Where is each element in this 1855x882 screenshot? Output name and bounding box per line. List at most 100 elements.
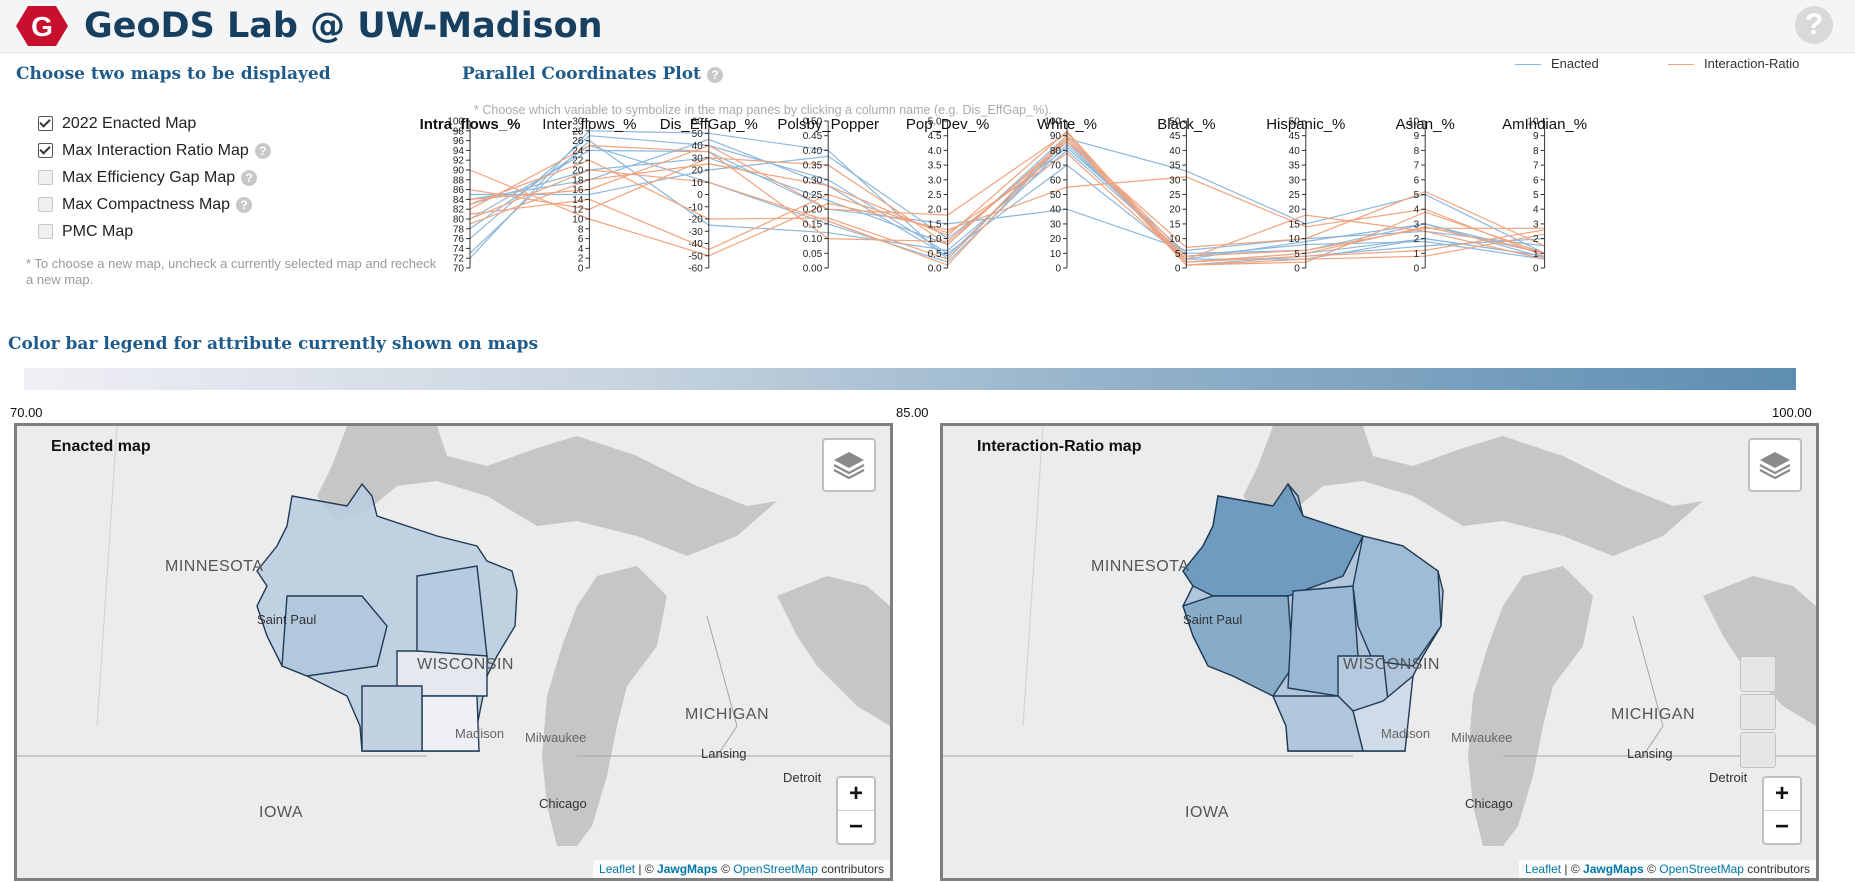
leaflet-link[interactable]: Leaflet	[1525, 862, 1562, 876]
map-option-compactness[interactable]: Max Compactness Map ?	[38, 191, 271, 218]
pcp-tick-label: 4.5	[928, 131, 942, 142]
pcp-tick-label: 0	[578, 264, 584, 275]
jawgmaps-link[interactable]: JawgMaps	[1583, 862, 1644, 876]
question-mark-icon[interactable]: ?	[706, 66, 723, 83]
map-option-efficiency-gap[interactable]: Max Efficiency Gap Map ?	[38, 164, 271, 191]
map-pane-enacted[interactable]: Enacted map MINNESOTA WISCONSIN MICHIGAN…	[14, 423, 893, 881]
pcp-axis-title[interactable]: AmIndian_%	[1502, 116, 1588, 133]
checkbox-unchecked-icon[interactable]	[38, 170, 53, 185]
interaction-district-line[interactable]	[469, 140, 1545, 249]
pcp-tick-label: 0	[697, 190, 703, 201]
pcp-tick-label: 4	[578, 244, 584, 255]
legend-label: Interaction-Ratio	[1704, 56, 1800, 71]
layers-control[interactable]	[1748, 438, 1802, 492]
pcp-tick-label: 14	[572, 195, 584, 206]
pcp-tick-label: 35	[1169, 161, 1181, 172]
pcp-tick-label: 20	[572, 166, 584, 177]
district-layer[interactable]	[943, 426, 1816, 878]
pcp-tick-label: 28	[572, 126, 584, 137]
pcp-tick-label: 50	[692, 129, 704, 140]
circle-target-icon[interactable]	[1740, 694, 1776, 730]
pcp-tick-label: 10	[1169, 234, 1181, 245]
map-option-pmc[interactable]: PMC Map	[38, 218, 271, 245]
zoom-out-button[interactable]: −	[848, 813, 863, 840]
question-mark-icon[interactable]: ?	[254, 142, 271, 159]
pcp-tick-label: 24	[572, 146, 584, 157]
pcp-axis-title[interactable]: Pop_Dev_%	[905, 116, 990, 133]
colorbar-title: Color bar legend for attribute currently…	[8, 334, 539, 354]
map-pane-interaction-ratio[interactable]: Interaction-Ratio map MINNESOTA WISCONSI…	[940, 423, 1819, 881]
pcp-axis-title[interactable]: Polsby_Popper	[777, 116, 880, 133]
leaflet-link[interactable]: Leaflet	[599, 862, 636, 876]
pcp-tick-label: 100	[447, 117, 464, 128]
pcp-tick-label: 82	[453, 205, 465, 216]
openstreetmap-link[interactable]: OpenStreetMap	[1659, 862, 1744, 876]
zoom-out-button[interactable]: −	[1774, 813, 1789, 840]
attribution-sep: | ©	[635, 862, 658, 876]
pcp-tick-label: 0.0	[928, 264, 942, 275]
pcp-tick-label: 76	[453, 234, 465, 245]
pcp-axis-title[interactable]: Inter_flows_%	[542, 116, 637, 133]
pcp-axis-title[interactable]: Dis_EffGap_%	[659, 116, 758, 133]
legend-line-icon	[1515, 64, 1541, 66]
enacted-district-line[interactable]	[469, 130, 1545, 261]
enacted-district-line[interactable]	[469, 143, 1545, 263]
interaction-district-line[interactable]	[469, 169, 1545, 257]
pcp-tick-label: 5	[1414, 190, 1420, 201]
parallel-coordinates-plot[interactable]: 7072747678808284868890929496981000246810…	[440, 115, 1850, 325]
bar-chart-icon[interactable]	[1740, 732, 1776, 768]
interaction-district-line[interactable]	[469, 134, 1545, 260]
interaction-district-line[interactable]	[469, 152, 1545, 263]
geods-logo-icon[interactable]: G	[14, 4, 70, 48]
enacted-district-line[interactable]	[469, 149, 1545, 252]
enacted-district-line[interactable]	[469, 135, 1545, 260]
checkbox-checked-icon[interactable]	[38, 143, 53, 158]
map-option-enacted[interactable]: 2022 Enacted Map	[38, 110, 271, 137]
question-mark-icon[interactable]: ?	[236, 196, 253, 213]
enacted-district-line[interactable]	[469, 138, 1545, 263]
pcp-axis-title[interactable]: White_%	[1036, 116, 1098, 133]
pcp-axis-title[interactable]: Hispanic_%	[1266, 116, 1346, 133]
pcp-tick-label: -60	[688, 264, 703, 275]
zoom-in-button[interactable]: +	[838, 778, 874, 811]
pcp-tick-label: 90	[453, 166, 465, 177]
app-header: G GeoDS Lab @ UW-Madison ?	[0, 0, 1855, 53]
pcp-axis-title[interactable]: Intra_flows_%	[419, 116, 521, 133]
city-label: Chicago	[1465, 796, 1513, 811]
pcp-tick-label: 70	[1050, 161, 1062, 172]
pcp-tick-label: 4	[1533, 205, 1539, 216]
jawgmaps-link[interactable]: JawgMaps	[657, 862, 718, 876]
checkbox-checked-icon[interactable]	[38, 116, 53, 131]
pcp-tick-label: 0	[1055, 264, 1061, 275]
pcp-tick-label: 30	[1169, 175, 1181, 186]
city-label: Saint Paul	[1183, 612, 1243, 627]
checkbox-unchecked-icon[interactable]	[38, 224, 53, 239]
pcp-tick-label: 3.0	[928, 175, 942, 186]
pcp-axis-title[interactable]: Black_%	[1157, 116, 1216, 133]
checkbox-unchecked-icon[interactable]	[38, 197, 53, 212]
zoom-in-button[interactable]: +	[1764, 778, 1800, 811]
interaction-district-line[interactable]	[469, 137, 1545, 266]
pcp-tick-label: 10	[692, 178, 704, 189]
district-layer[interactable]	[17, 426, 890, 878]
pcp-tick-label: 0.25	[803, 190, 823, 201]
pcp-tick-label: 40	[692, 141, 704, 152]
openstreetmap-link[interactable]: OpenStreetMap	[733, 862, 818, 876]
colorbar-min-label: 70.00	[10, 405, 43, 420]
help-icon[interactable]: ?	[1795, 6, 1833, 44]
city-label: Saint Paul	[257, 612, 317, 627]
district-split-icon[interactable]	[1740, 656, 1776, 692]
interaction-district-line[interactable]	[469, 132, 1545, 263]
district-northwest	[1182, 482, 1364, 597]
pcp-axis-title[interactable]: Asian_%	[1395, 116, 1455, 133]
pcp-tick-label: 92	[453, 156, 465, 167]
layers-control[interactable]	[822, 438, 876, 492]
interaction-district-line[interactable]	[469, 130, 1545, 266]
zoom-control: + −	[1762, 776, 1802, 845]
map-option-interaction-ratio[interactable]: Max Interaction Ratio Map ?	[38, 137, 271, 164]
city-label: Lansing	[1627, 746, 1673, 761]
pcp-tick-label: 40	[1169, 146, 1181, 157]
pcp-tick-label: 25	[1169, 190, 1181, 201]
district-west	[281, 595, 388, 677]
question-mark-icon[interactable]: ?	[241, 169, 258, 186]
